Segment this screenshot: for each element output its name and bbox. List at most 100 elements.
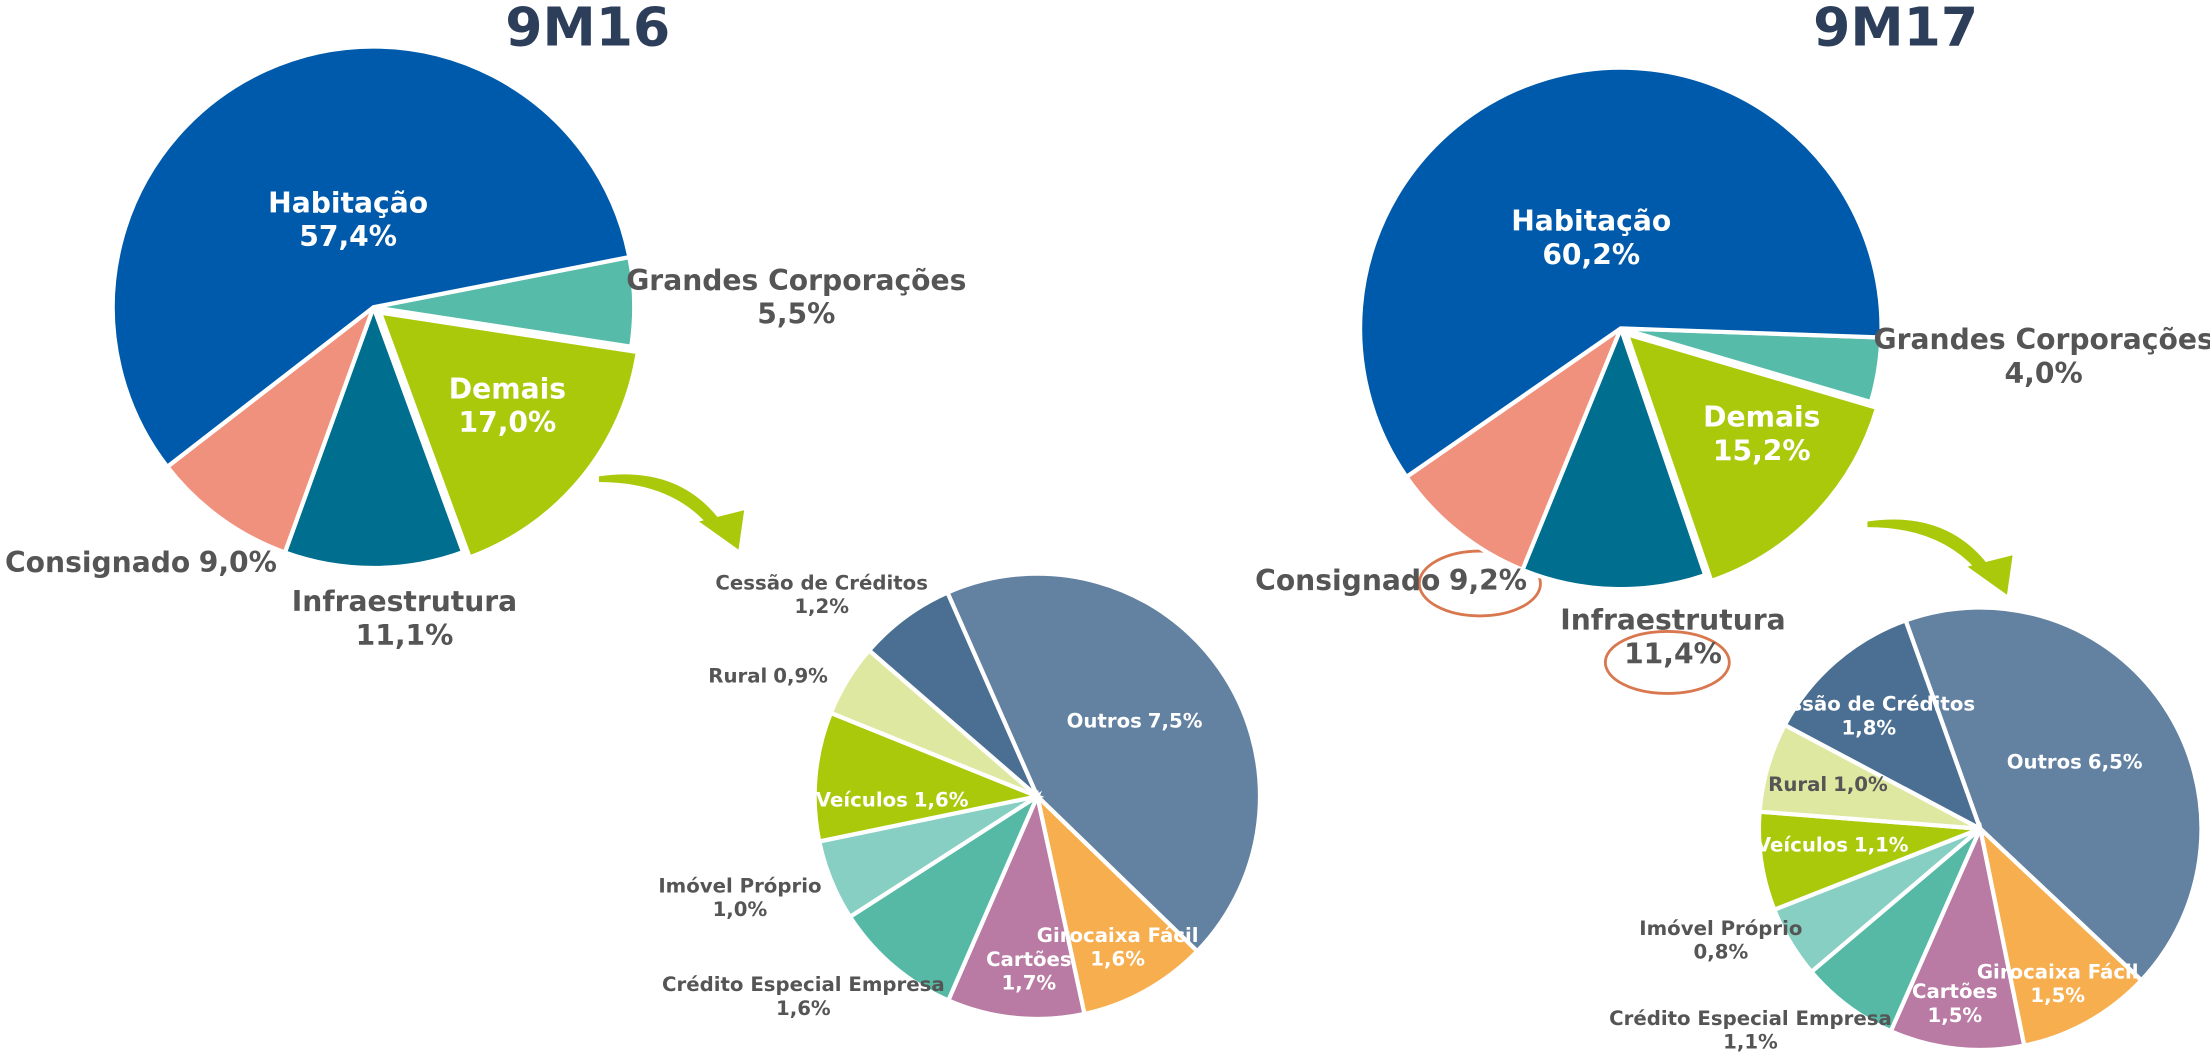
- category-label: Rural: [1768, 773, 1827, 796]
- value-label: 9,0%: [199, 546, 277, 579]
- category-label: Crédito Especial Empresa: [1609, 1006, 1892, 1029]
- category-label: Grandes Corporações: [626, 264, 966, 297]
- category-label: Cartões: [1912, 980, 1998, 1003]
- value-label: 1,6%: [1090, 947, 1145, 970]
- value-label: 4,0%: [2005, 357, 2083, 390]
- arrow: [1867, 519, 1988, 570]
- slice-label: Outros 6,5%: [2007, 750, 2143, 773]
- category-label: Cessão de Créditos: [715, 571, 928, 594]
- category-label: Outros: [1067, 709, 1142, 732]
- value-label: 1,2%: [794, 595, 849, 618]
- slice-label: Cessão de Créditos 1,8%: [1763, 692, 1976, 739]
- pie-slice: [1033, 789, 1201, 1017]
- value-label: 1,0%: [1833, 773, 1888, 796]
- category-label: Veículos: [816, 788, 908, 811]
- value-label: 9,2%: [1449, 564, 1527, 597]
- slice-label: Consignado 9,0%: [5, 546, 277, 579]
- slice-label: Imóvel Próprio 0,8%: [1639, 916, 1802, 963]
- category-label: Infraestrutura: [1560, 604, 1785, 637]
- category-label: Veículos: [1756, 833, 1848, 856]
- value-label: 5,5%: [757, 298, 835, 331]
- slice-label: Outros 7,5%: [1067, 709, 1203, 732]
- value-label: 1,0%: [713, 898, 768, 921]
- arrow: [598, 474, 719, 525]
- pie-slice: [282, 301, 466, 571]
- pie-slice: [945, 789, 1087, 1022]
- category-label: Consignado: [5, 546, 190, 579]
- category-label: Outros: [2007, 750, 2082, 773]
- pie: 9M16 Grandes Corporações 5,5% Demais 17,0% In…: [5, 0, 966, 652]
- category-label: Consignado: [1255, 564, 1440, 597]
- category-label: Cartões: [986, 947, 1072, 970]
- value-label: 17,0%: [459, 406, 557, 439]
- slice-label: Habitação 60,2%: [1511, 205, 1671, 272]
- value-label: 1,5%: [1927, 1003, 1982, 1026]
- pie-slice: [1623, 331, 1880, 584]
- pie-slice: [1403, 322, 1626, 573]
- slice-label: Demais 17,0%: [449, 372, 566, 439]
- pie: 9M17 Grandes Corporações 4,0% Demais 15,2% In…: [1255, 0, 2210, 670]
- slice-label: Rural 0,9%: [708, 664, 828, 687]
- slice-label: Crédito Especial Empresa 1,1%: [1609, 1006, 1892, 1053]
- category-label: Cessão de Créditos: [1763, 692, 1976, 715]
- value-label: 15,2%: [1713, 434, 1811, 467]
- value-label: 0,9%: [773, 664, 828, 687]
- value-label: 11,4%: [1624, 637, 1722, 670]
- slice-label: Cartões 1,5%: [1912, 980, 1998, 1027]
- pie-slice: [812, 710, 1045, 844]
- value-label: 7,5%: [1148, 709, 1203, 732]
- slice-label: Girocaixa Fácil 1,5%: [1977, 960, 2139, 1007]
- arrow-head: [1967, 555, 2013, 595]
- value-label: 1,8%: [1842, 716, 1897, 739]
- pie-slice: [1888, 821, 2027, 1053]
- slice-label: Rural 1,0%: [1768, 773, 1888, 796]
- value-label: 0,8%: [1694, 940, 1749, 963]
- pie-slice: [1781, 617, 1985, 834]
- pie-slice: [1519, 322, 1708, 592]
- slice-label: Cessão de Créditos 1,2%: [715, 571, 928, 618]
- category-label: Imóvel Próprio: [658, 874, 821, 897]
- pie-slice: [164, 301, 378, 556]
- slice-label: Infraestrutura 11,4%: [1560, 604, 1785, 671]
- pie: Outros 6,5% Girocaixa Fácil 1,5%Cartões 1,5%…: [1609, 605, 2204, 1053]
- chart-title: 9M17: [1813, 0, 1978, 59]
- value-label: 1,6%: [776, 996, 831, 1019]
- pie-slice: [110, 44, 632, 470]
- value-label: 6,5%: [2088, 750, 2143, 773]
- highlight: [1417, 549, 1542, 618]
- value-label: 1,7%: [1002, 971, 1057, 994]
- category-label: Habitação: [1511, 205, 1671, 238]
- pie-slice: [376, 309, 641, 561]
- slice-label: Veículos 1,6%: [816, 788, 969, 811]
- slice-label: Grandes Corporações 5,5%: [626, 264, 966, 331]
- highlight: [1603, 630, 1731, 695]
- arrow-head: [699, 510, 745, 550]
- category-label: Habitação: [268, 186, 428, 219]
- value-label: 60,2%: [1542, 239, 1640, 272]
- slice-label: Crédito Especial Empresa 1,6%: [662, 973, 945, 1020]
- category-label: Grandes Corporações: [1874, 323, 2210, 356]
- value-label: 1,1%: [1723, 1030, 1778, 1053]
- pie-slice: [847, 790, 1043, 1004]
- slice-label: Infraestrutura 11,1%: [292, 585, 517, 652]
- pie-slice: [1902, 605, 2204, 984]
- pie: Outros 7,5%Girocaixa Fácil 1,6%Cartões 1,7%…: [658, 571, 1263, 1022]
- slice-label: Cartões 1,7%: [986, 947, 1072, 994]
- slice-label: Consignado 9,2%: [1255, 564, 1527, 597]
- value-label: 57,4%: [299, 220, 397, 253]
- category-label: Rural: [708, 664, 767, 687]
- slice-label: Veículos 1,1%: [1756, 833, 1909, 856]
- category-label: Demais: [449, 372, 566, 405]
- pie-slice: [866, 589, 1040, 798]
- value-label: 1,6%: [914, 788, 969, 811]
- slice-label: Habitação 57,4%: [268, 186, 428, 253]
- category-label: Demais: [1703, 401, 1820, 434]
- pie-slice: [1357, 65, 1884, 480]
- arrows: [598, 474, 2013, 595]
- category-label: Imóvel Próprio: [1639, 916, 1802, 939]
- pie-slice: [1976, 822, 2145, 1049]
- slice-label: Grandes Corporações 4,0%: [1874, 323, 2210, 390]
